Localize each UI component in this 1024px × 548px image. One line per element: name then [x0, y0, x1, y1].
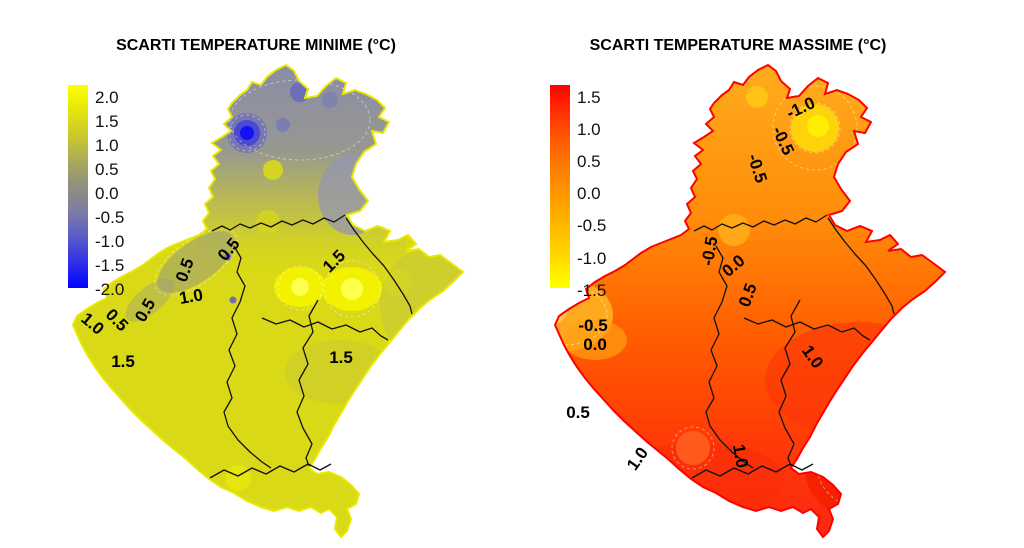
left-colorbar: 2.0 1.5 1.0 0.5 0.0 -0.5 -1.0 -1.5 -2.0 [68, 85, 124, 299]
legend-tick: 2.0 [95, 88, 119, 107]
contour-label: 0.5 [566, 403, 590, 422]
left-map-color-field [73, 65, 463, 537]
panel-temperature-massime: SCARTI TEMPERATURE MASSIME (°C) [550, 37, 946, 538]
legend-tick: -0.5 [95, 208, 124, 227]
contour-label: 0.0 [583, 335, 607, 354]
right-colorbar-gradient [550, 85, 570, 288]
legend-tick: -2.0 [95, 280, 124, 299]
legend-tick: 1.5 [95, 112, 119, 131]
left-colorbar-gradient [68, 85, 88, 288]
legend-tick: -0.5 [577, 216, 606, 235]
right-colorbar: 1.5 1.0 0.5 0.0 -0.5 -1.0 -1.5 [550, 85, 606, 300]
contour-label: 1.5 [329, 348, 353, 367]
left-map-title: SCARTI TEMPERATURE MINIME (°C) [116, 37, 396, 54]
right-map-title: SCARTI TEMPERATURE MASSIME (°C) [590, 37, 887, 54]
contour-label: -0.5 [578, 316, 607, 335]
legend-tick: 0.0 [577, 184, 601, 203]
legend-tick: -1.5 [577, 281, 606, 300]
legend-tick: 0.5 [95, 160, 119, 179]
legend-tick: 0.5 [577, 152, 601, 171]
contour-label: 1.0 [623, 444, 652, 474]
legend-tick: 1.5 [577, 88, 601, 107]
legend-tick: 0.0 [95, 184, 119, 203]
contour-label: 1.5 [111, 352, 135, 371]
legend-tick: 1.0 [577, 120, 601, 139]
legend-tick: -1.0 [577, 249, 606, 268]
contour-label: 1.0 [729, 443, 752, 470]
legend-tick: -1.5 [95, 256, 124, 275]
legend-tick: 1.0 [95, 136, 119, 155]
legend-tick: -1.0 [95, 232, 124, 251]
contour-label: 1.0 [178, 285, 205, 308]
panel-temperature-minime: SCARTI TEMPERATURE MINIME (°C) [68, 37, 464, 538]
contour-label: -0.5 [698, 235, 722, 267]
